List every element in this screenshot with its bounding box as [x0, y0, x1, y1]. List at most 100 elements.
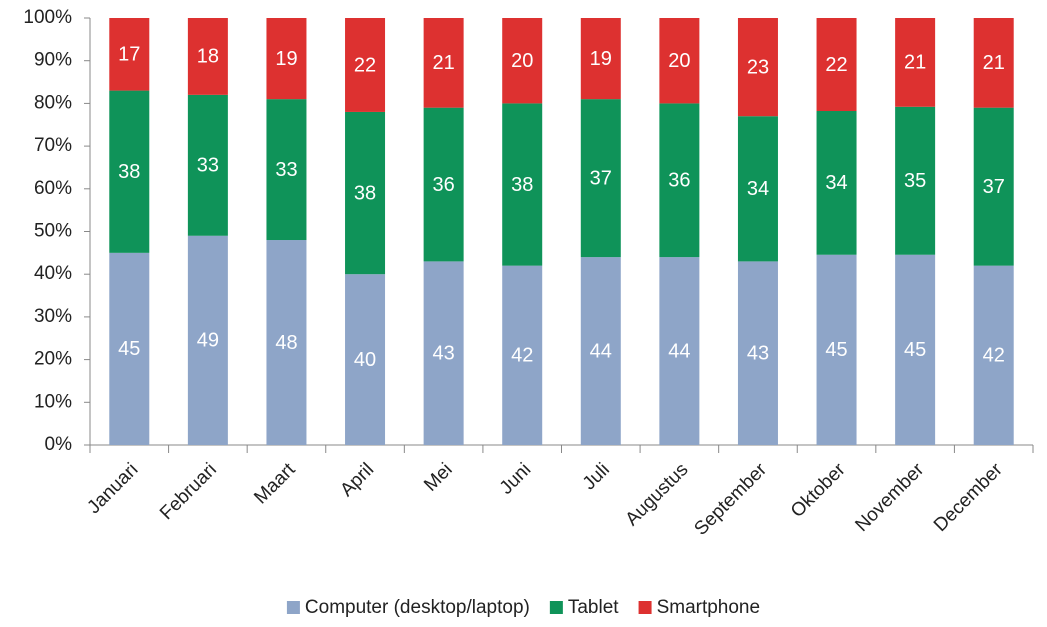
- bar-segment: [895, 106, 936, 255]
- y-tick-label: 50%: [34, 221, 72, 242]
- bar-segment: [580, 99, 621, 258]
- legend-swatch: [638, 601, 652, 614]
- bar-segment: [659, 18, 700, 104]
- bar-segment: [502, 265, 543, 445]
- value-label: 48: [275, 332, 297, 354]
- x-tick-label: Januari: [83, 459, 142, 518]
- bar-segment: [423, 18, 464, 108]
- x-tick-label: Oktober: [787, 459, 850, 522]
- bar-segment: [737, 116, 778, 262]
- y-tick-label: 20%: [34, 349, 72, 370]
- value-label: 45: [904, 339, 926, 361]
- bar-segment: [109, 90, 150, 253]
- x-tick-label: Maart: [250, 459, 300, 509]
- value-label: 22: [354, 54, 376, 76]
- y-tick-label: 10%: [34, 391, 72, 412]
- x-tick-label: Juli: [579, 459, 614, 494]
- value-label: 35: [904, 170, 926, 192]
- bar-segment: [659, 257, 700, 445]
- value-label: 19: [590, 48, 612, 70]
- y-tick-label: 30%: [34, 306, 72, 327]
- y-tick-label: 40%: [34, 263, 72, 284]
- bar-segment: [109, 18, 150, 91]
- bar-segment: [737, 261, 778, 445]
- value-label: 42: [983, 345, 1005, 367]
- legend-swatch: [286, 601, 300, 614]
- y-tick-label: 80%: [34, 92, 72, 113]
- bar-segment: [973, 107, 1014, 266]
- legend-label: Tablet: [568, 597, 619, 618]
- bar-segment: [895, 254, 936, 445]
- value-label: 34: [825, 172, 847, 194]
- value-label: 33: [197, 155, 219, 177]
- bar-segment: [816, 18, 857, 112]
- value-label: 42: [511, 345, 533, 367]
- bar-segment: [187, 235, 228, 445]
- value-label: 49: [197, 330, 219, 352]
- value-label: 43: [747, 342, 769, 364]
- bar-segment: [737, 18, 778, 117]
- bar-segment: [502, 103, 543, 266]
- value-label: 37: [590, 167, 612, 189]
- value-label: 43: [433, 342, 455, 364]
- bar-segment: [345, 274, 386, 445]
- value-label: 19: [275, 48, 297, 70]
- value-label: 17: [118, 44, 140, 66]
- bar-segment: [973, 18, 1014, 108]
- bar-segment: [816, 111, 857, 255]
- value-label: 38: [354, 182, 376, 204]
- bar-segment: [973, 265, 1014, 445]
- bar-segment: [109, 252, 150, 445]
- bar-segment: [345, 18, 386, 112]
- value-label: 18: [197, 46, 219, 68]
- value-label: 21: [433, 52, 455, 74]
- value-label: 38: [511, 174, 533, 196]
- value-label: 21: [983, 52, 1005, 74]
- bar-segment: [423, 107, 464, 262]
- value-label: 20: [511, 50, 533, 72]
- x-tick-label: Mei: [420, 459, 457, 496]
- y-tick-label: 60%: [34, 178, 72, 199]
- value-label: 20: [668, 50, 690, 72]
- bar-segment: [266, 240, 307, 445]
- legend-label: Smartphone: [657, 597, 761, 618]
- legend-swatch: [549, 601, 563, 614]
- value-label: 37: [983, 176, 1005, 198]
- x-tick-label: Februari: [156, 459, 221, 524]
- value-label: 44: [590, 340, 612, 362]
- value-label: 36: [433, 174, 455, 196]
- value-label: 44: [668, 340, 690, 362]
- bar-segment: [266, 18, 307, 100]
- value-label: 40: [354, 349, 376, 371]
- bar-segment: [659, 103, 700, 258]
- bar-segment: [187, 18, 228, 95]
- bar-segment: [580, 257, 621, 445]
- bar-segment: [345, 111, 386, 275]
- bar-segment: [423, 261, 464, 445]
- x-tick-label: Juni: [496, 459, 535, 498]
- bar-segment: [266, 99, 307, 241]
- x-tick-label: November: [851, 459, 928, 536]
- y-tick-label: 90%: [34, 50, 72, 71]
- value-label: 23: [747, 56, 769, 78]
- value-label: 36: [668, 170, 690, 192]
- x-tick-label: December: [930, 459, 1007, 536]
- bar-segment: [502, 18, 543, 104]
- legend-label: Computer (desktop/laptop): [305, 597, 530, 618]
- x-tick-label: Augustus: [622, 459, 693, 530]
- y-tick-label: 70%: [34, 135, 72, 156]
- value-label: 38: [118, 161, 140, 183]
- bar-segment: [895, 18, 936, 107]
- value-label: 34: [747, 178, 769, 200]
- bar-segment: [187, 94, 228, 236]
- value-label: 22: [825, 54, 847, 76]
- bar-segment: [816, 254, 857, 445]
- x-tick-label: September: [690, 459, 771, 540]
- value-label: 33: [275, 159, 297, 181]
- y-tick-label: 100%: [23, 7, 72, 28]
- x-tick-label: April: [336, 459, 378, 501]
- value-label: 21: [904, 52, 926, 74]
- value-label: 45: [118, 338, 140, 360]
